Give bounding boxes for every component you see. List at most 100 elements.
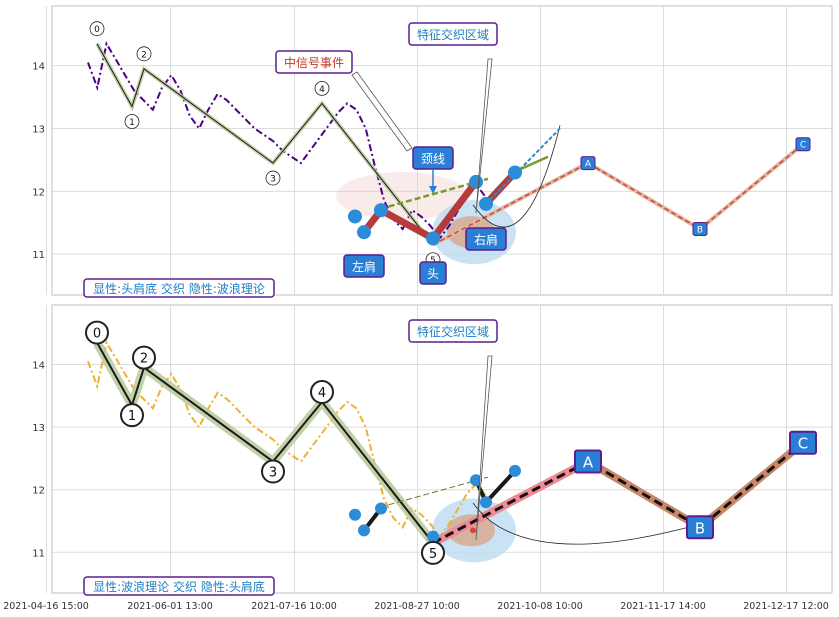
wave-line [96,43,434,246]
wave-label: 5 [430,256,436,266]
projection-label: B [695,519,705,537]
hs-marker [357,225,371,240]
x-tick-label: 2021-10-08 10:00 [497,601,583,612]
y-tick-label: 14 [32,360,45,371]
y-tick-label: 12 [32,486,45,497]
projection-label-box [789,430,817,455]
projection-label: B [697,226,703,236]
wave-label: 1 [128,409,136,424]
wave-label: 2 [140,352,148,367]
zone-pointer [475,355,493,540]
neckline-zone [336,172,468,220]
neckline [379,476,489,508]
wave-label: 4 [319,85,325,95]
wave-label: 4 [318,386,326,401]
wave-label: 1 [129,118,135,128]
fit-arc [472,502,701,545]
wave-line [96,342,434,544]
feature-zone-center [470,527,476,534]
wave-label-circle [314,80,330,96]
hs-marker [358,524,370,537]
wave-label: 2 [141,50,147,60]
projection-label: C [800,141,806,151]
projection-line [432,143,804,246]
head-label-box [419,261,447,285]
panel-caption-box [83,576,275,596]
wave-label-circle [89,21,105,37]
wave-label-circle [132,345,156,370]
hs-marker [470,474,482,487]
breakout-tail [519,155,549,171]
hs-marker [427,530,439,543]
zone-pointer [475,58,493,214]
wave-label-circle [265,170,281,186]
panel-caption: 显性:波浪理论 交织 隐性:头肩底 [93,579,265,594]
panel-caption-box [83,278,275,298]
y-tick-label: 13 [32,423,45,434]
wave-label-circle [421,540,445,565]
projection-label-box [692,222,708,237]
x-axis: 2021-04-16 15:00 2021-06-01 13:00 2021-07-… [3,601,829,612]
panel-caption: 显性:头肩底 交织 隐性:波浪理论 [93,281,265,296]
signal-event-box [275,50,353,74]
feature-zone-label-text: 特征交织区域 [417,27,489,42]
neckline-label: 颈线 [421,152,445,166]
wave-label-circle [124,114,140,129]
wave-label: 5 [429,547,437,562]
projection-label-box [795,137,811,152]
x-tick-label: 2021-07-16 10:00 [251,601,337,612]
x-tick-label: 2021-11-17 14:00 [620,601,706,612]
right-shoulder-label: 右肩 [474,232,498,247]
wave-label-circle [85,320,109,345]
right-shoulder-label-box [465,227,507,251]
x-tick-label: 2021-06-01 13:00 [127,601,213,612]
wave-label: 0 [93,327,101,342]
price-series-line [87,40,487,241]
wave-label-circle [136,46,152,62]
projection-label: A [585,160,592,170]
projection-label: C [798,435,808,453]
hs-marker [508,165,522,180]
neckline-arrowhead [429,186,437,194]
hs-marker [426,231,440,246]
feature-zone-label: 特征交织区域 [408,319,498,343]
feature-zone-label-box [408,319,498,343]
wave-label-circle [120,403,144,428]
price-series-line [87,339,487,539]
hs-marker [469,174,483,189]
hs-segment [484,468,517,505]
projection-line [432,441,804,545]
hs-marker [348,209,362,224]
wave-label-circle [310,380,334,405]
projection-label: A [583,454,594,472]
head-label: 头 [427,267,439,281]
y-tick-label: 11 [32,548,45,559]
signal-event-label: 中信号事件 [284,55,344,70]
feature-zone-label-box [408,22,498,46]
hs-marker [480,496,492,509]
y-tick-label: 12 [32,187,45,198]
hs-segment [429,178,480,242]
hs-marker [375,502,387,515]
wave-label: 0 [94,25,100,35]
hs-marker [349,508,361,521]
left-shoulder-label: 左肩 [352,259,376,274]
x-tick-label: 2021-04-16 15:00 [3,601,89,612]
signal-pointer [351,71,413,152]
projection-label-box [574,449,602,474]
fit-arc [472,125,561,228]
hs-segment [377,206,437,242]
x-tick-label: 2021-12-17 12:00 [743,601,829,612]
y-tick-label: 13 [32,125,45,136]
y-tick-label: 11 [32,250,45,261]
wave-label: 3 [269,466,277,481]
projection-label-box [686,515,714,540]
left-shoulder-label-box [343,254,385,278]
feature-zone-label: 特征交织区域 [408,22,498,46]
wave-label-circle [261,459,285,484]
y-tick-label: 14 [32,62,45,73]
x-tick-label: 2021-08-27 10:00 [374,601,460,612]
